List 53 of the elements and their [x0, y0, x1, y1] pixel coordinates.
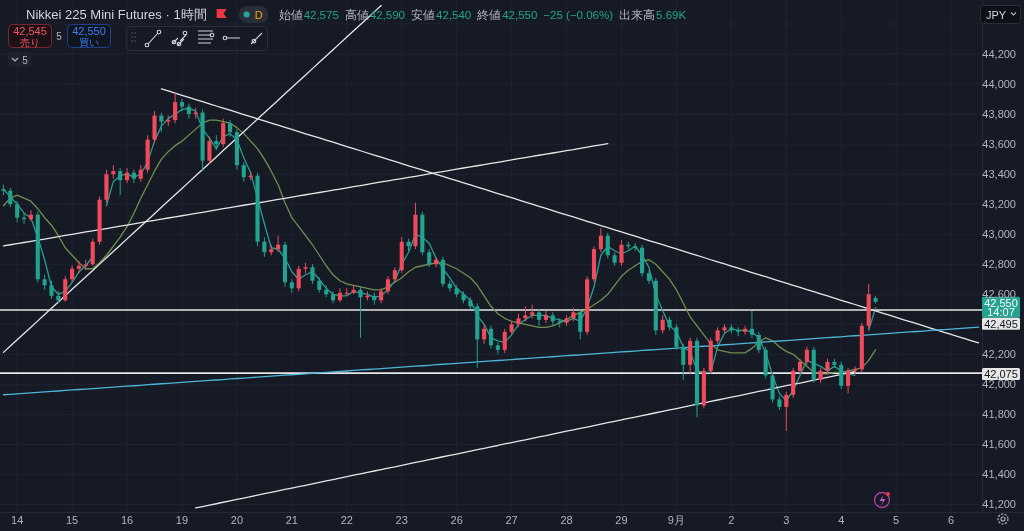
- annotation: 42,575: [303, 9, 339, 21]
- y-tick: 43,200: [982, 197, 1016, 210]
- annotation: 高値: [344, 8, 369, 21]
- x-tick-label: 5: [893, 514, 900, 526]
- chart-title: Nikkei 225 Mini Futures · 1時間: [26, 7, 207, 22]
- annotation: −25 (−0.06%): [543, 9, 614, 21]
- annotation: 買い: [79, 36, 99, 48]
- x-tick-label: 23: [395, 514, 408, 526]
- annotation: 5: [22, 54, 29, 66]
- x-tick-label: 21: [285, 514, 298, 526]
- x-tick-label: 9月: [667, 514, 685, 526]
- y-tick: 42,200: [982, 347, 1016, 360]
- x-tick-label: 28: [560, 514, 573, 526]
- annotation: 終値: [476, 9, 502, 21]
- annotation: D: [254, 9, 263, 21]
- annotation: 42,545: [13, 24, 47, 37]
- x-tick-label: 16: [120, 514, 134, 526]
- annotation: 42,540: [436, 9, 472, 21]
- annotation: 42,590: [369, 9, 405, 21]
- x-tick-label: 3: [783, 514, 790, 526]
- y-tick: 41,200: [982, 498, 1016, 510]
- x-tick-label: 6: [948, 514, 955, 526]
- x-tick-label: 29: [615, 514, 628, 526]
- annotation: 5: [56, 31, 63, 42]
- annotation: 売り: [20, 36, 40, 48]
- annotation: 42,550: [502, 9, 538, 21]
- x-tick-label: 2: [728, 514, 735, 526]
- x-tick-label: 14: [11, 514, 24, 526]
- y-tick: 43,000: [982, 227, 1016, 240]
- ref-line-label: 42,075: [982, 368, 1020, 381]
- x-tick-label: 22: [340, 514, 353, 526]
- y-tick: 41,400: [982, 467, 1016, 480]
- y-tick: 43,600: [982, 137, 1016, 150]
- indicator-toggle: 5: [8, 52, 31, 67]
- annotation: 始値: [278, 9, 303, 21]
- x-tick-label: 27: [505, 514, 518, 526]
- x-tick-label: 20: [230, 514, 244, 526]
- y-tick: 41,800: [982, 407, 1016, 420]
- y-tick: 43,400: [982, 167, 1016, 180]
- x-tick-label: 4: [838, 514, 845, 526]
- currency-button: JPY: [980, 5, 1021, 24]
- y-tick: 43,800: [982, 107, 1016, 120]
- y-tick: 42,800: [982, 257, 1016, 270]
- x-tick-label: 19: [175, 514, 189, 526]
- y-tick: 44,200: [982, 47, 1016, 60]
- x-tick-label: 26: [450, 514, 463, 526]
- y-tick: 44,000: [982, 77, 1016, 90]
- y-tick: 41,600: [982, 437, 1016, 450]
- annotation: 42,550: [72, 24, 106, 37]
- x-tick-label: 15: [65, 514, 79, 526]
- annotation: 出来高: [619, 8, 656, 21]
- annotation: 5.69K: [656, 9, 687, 21]
- annotation: 安値: [411, 8, 435, 21]
